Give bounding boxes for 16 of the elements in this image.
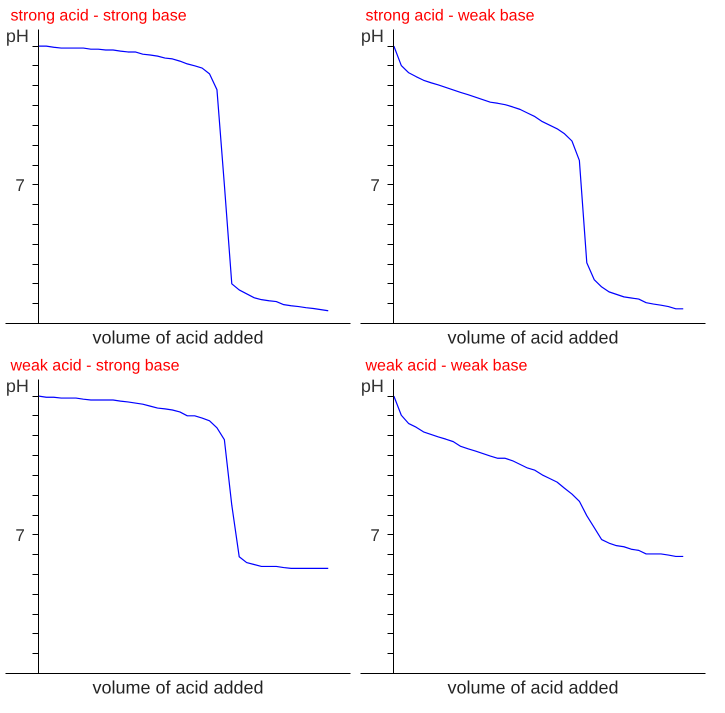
chart-title: strong acid - strong base xyxy=(10,8,187,24)
y-axis-title: pH xyxy=(6,376,29,396)
chart-title: strong acid - weak base xyxy=(366,8,535,24)
chart-title: weak acid - weak base xyxy=(364,358,528,374)
text: 7 xyxy=(15,526,25,545)
text: 7 xyxy=(15,176,25,195)
text: 7 xyxy=(370,526,380,545)
x-axis-title: volume of acid added xyxy=(92,678,264,698)
y-axis-title: pH xyxy=(360,26,384,46)
text: 7 xyxy=(370,176,380,195)
x-axis-title: volume of acid added xyxy=(447,328,619,348)
y-axis-title: pH xyxy=(360,376,384,396)
x-axis-title: volume of acid added xyxy=(447,678,619,698)
x-axis-title: volume of acid added xyxy=(92,328,264,348)
y-axis-title: pH xyxy=(6,26,29,46)
chart-title: weak acid - strong base xyxy=(10,358,180,374)
